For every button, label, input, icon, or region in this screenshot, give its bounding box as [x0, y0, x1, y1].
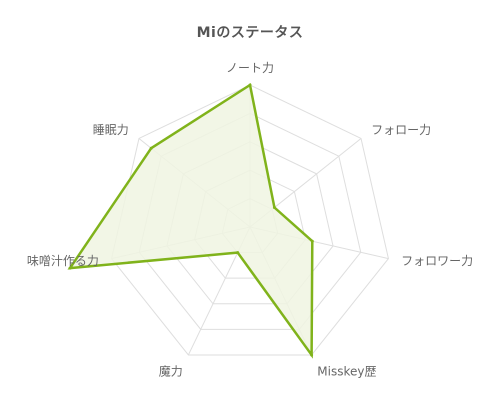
axis-label-4: 魔力 — [159, 363, 183, 378]
axis-label-6: 睡眠力 — [93, 123, 129, 137]
chart-title: Miのステータス — [196, 25, 304, 41]
axis-label-5: 味噌汁作る力 — [27, 254, 99, 268]
data-point-1 — [272, 206, 276, 210]
axis-label-1: フォロー力 — [371, 123, 431, 137]
data-point-5 — [68, 266, 72, 270]
radar-series — [67, 82, 314, 359]
data-point-0 — [248, 83, 252, 87]
axis-label-0: ノート力 — [226, 61, 274, 75]
axis-label-3: Misskey歴 — [317, 364, 376, 378]
data-point-2 — [310, 239, 314, 243]
data-point-6 — [149, 146, 153, 150]
axis-label-2: フォロワー力 — [401, 254, 473, 268]
series-area-0 — [67, 82, 314, 359]
data-point-3 — [310, 353, 314, 357]
data-point-4 — [236, 251, 240, 255]
grid-ring-5 — [111, 84, 389, 356]
